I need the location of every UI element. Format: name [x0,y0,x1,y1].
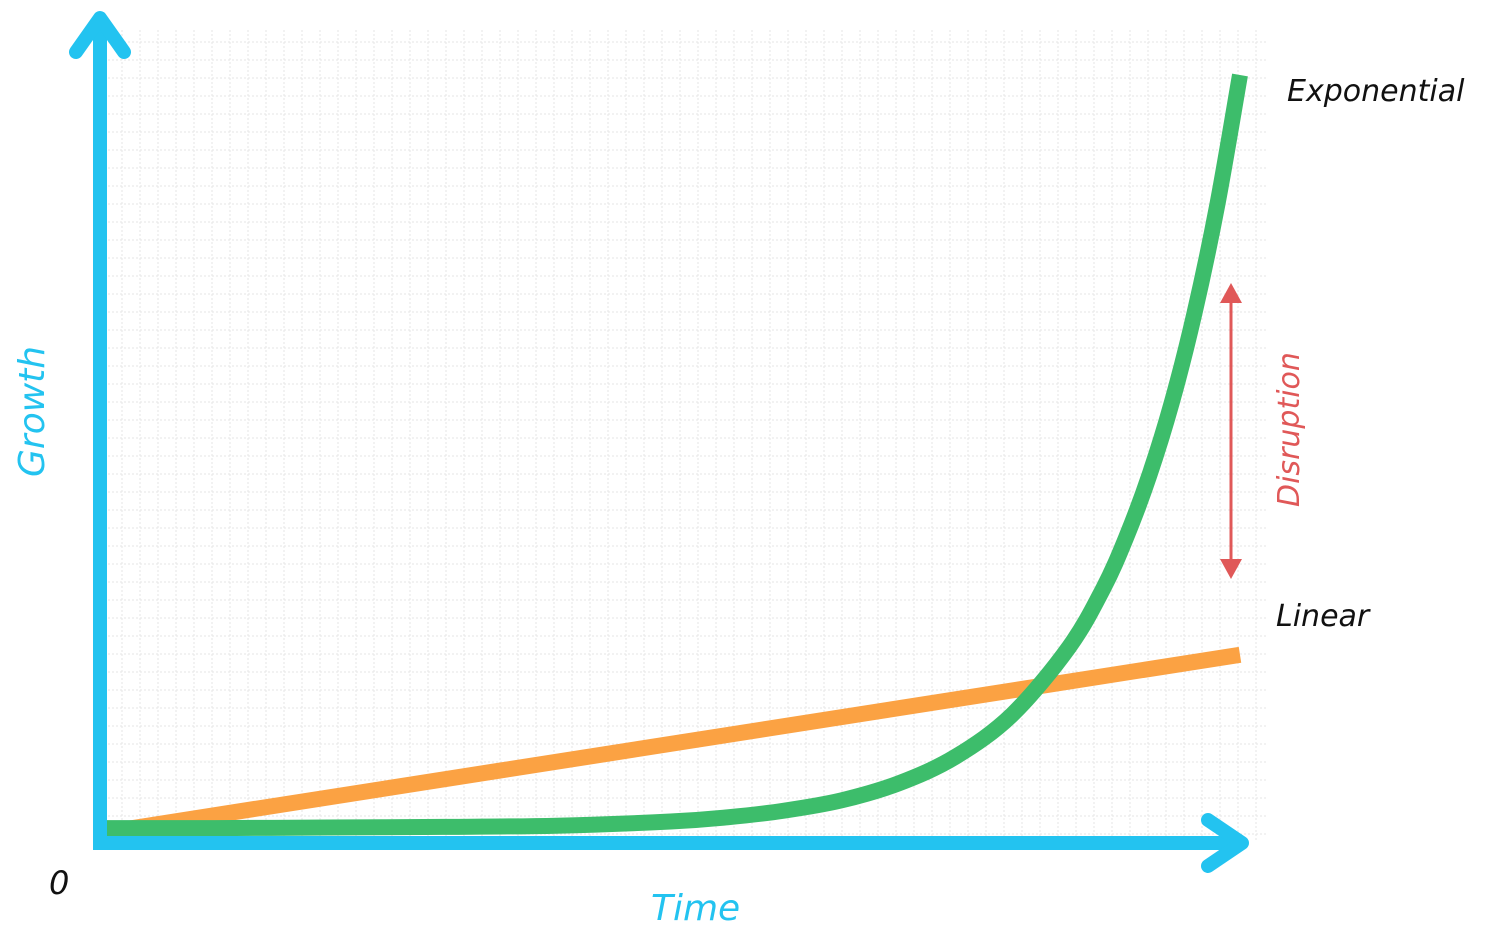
disruption-arrowhead-down [1220,559,1242,579]
series-layer [99,73,1248,841]
series-label-linear: Linear [1276,599,1371,634]
series-line-exponential [100,73,1248,837]
y-axis-label: Growth [12,346,53,477]
disruption-arrow [1220,283,1242,579]
x-axis-arrowhead [1201,813,1249,873]
disruption-label: Disruption [1272,352,1307,507]
grid [100,30,1268,840]
series-label-exponential: Exponential [1287,74,1465,109]
x-axis-label: Time [651,888,740,926]
disruption-arrowhead-up [1220,283,1242,303]
origin-label: 0 [49,864,69,902]
axes [69,11,1249,873]
y-axis-arrowhead [69,11,131,59]
